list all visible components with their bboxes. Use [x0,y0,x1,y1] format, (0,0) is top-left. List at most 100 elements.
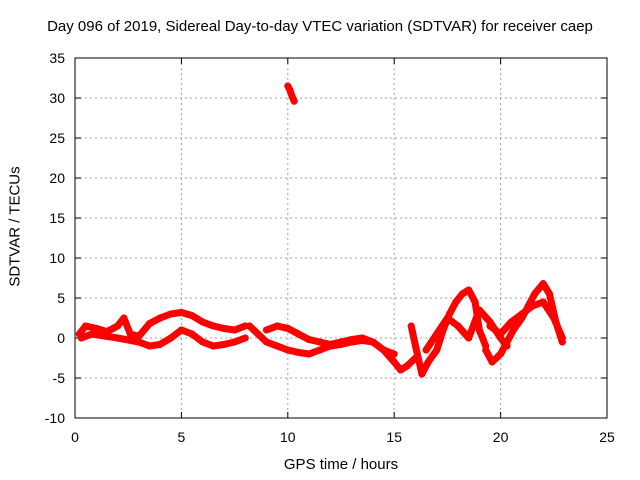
data-point [156,340,164,348]
data-point [458,290,466,298]
data-point [126,330,134,338]
x-tick-label: 10 [280,429,296,445]
data-point [294,348,302,356]
data-point [177,308,185,316]
data-point [145,320,153,328]
data-point [88,330,96,338]
data-point [380,346,388,354]
data-point [531,290,539,298]
data-point [263,326,271,334]
x-tick-label: 25 [599,429,615,445]
data-point [77,334,85,342]
data-point [92,324,100,332]
y-tick-label: 25 [49,130,65,146]
y-tick-label: 30 [49,90,65,106]
data-point [231,326,239,334]
data-point [433,330,441,338]
data-point [254,330,262,338]
x-tick-label: 20 [493,429,509,445]
data-point [305,336,313,344]
data-point [358,334,366,342]
data-point [103,332,111,340]
data-point [403,362,411,370]
data-point [120,314,128,322]
data-point [294,330,302,338]
data-point [507,318,515,326]
data-point [199,318,207,326]
data-point [348,336,356,344]
data-point [337,338,345,346]
data-point [316,338,324,346]
data-point [558,334,566,342]
data-point [397,366,405,374]
data-point [518,310,526,318]
data-point [509,326,517,334]
data-point [433,346,441,354]
data-point [305,350,313,358]
x-axis-label: GPS time / hours [283,456,399,473]
data-point [290,97,298,105]
x-tick-label: 0 [71,429,79,445]
data-point [454,322,462,330]
data-point [465,286,473,294]
data-point [114,334,122,342]
data-point [418,370,426,378]
data-point [135,338,143,346]
data-point [326,340,334,348]
data-point [488,358,496,366]
data-point [411,342,419,350]
data-point [145,342,153,350]
data-point [263,338,271,346]
data-point [390,358,398,366]
plot-frame [74,57,608,419]
data-point [273,342,281,350]
data-point [475,326,483,334]
data-point [475,306,483,314]
data-point [471,298,479,306]
data-point [273,322,281,330]
y-tick-label: 35 [49,50,65,66]
data-point [422,346,430,354]
data-point [539,298,547,306]
data-point [245,322,253,330]
data-point [486,322,494,330]
data-point [82,322,90,330]
data-point [156,314,164,322]
y-tick-label: 15 [49,210,65,226]
data-point [167,334,175,342]
data-point [369,338,377,346]
data-point [188,312,196,320]
data-point [188,330,196,338]
data-point [424,358,432,366]
data-point [220,340,228,348]
data-point [220,324,228,332]
data-point [529,302,537,310]
data-point [316,346,324,354]
data-point [497,350,505,358]
y-tick-label: 20 [49,170,65,186]
x-tick-label: 15 [386,429,402,445]
data-point [199,338,207,346]
data-point [241,334,249,342]
data-point [209,322,217,330]
chart-title: Day 096 of 2019, Sidereal Day-to-day VTE… [47,18,593,35]
data-point [231,338,239,346]
data-point [407,322,415,330]
y-tick-label: 5 [57,290,65,306]
y-tick-label: 0 [57,330,65,346]
data-point [284,346,292,354]
data-point [167,310,175,318]
data-point [209,342,217,350]
data-point [539,280,547,288]
data-point [465,334,473,342]
data-point [443,314,451,322]
data-point [497,330,505,338]
data-point [550,314,558,322]
data-point [546,290,554,298]
y-tick-label: -10 [45,410,65,426]
y-tick-label: -5 [53,370,66,386]
y-tick-label: 10 [49,250,65,266]
data-point [286,86,294,94]
data-point [503,338,511,346]
data-point [114,322,122,330]
